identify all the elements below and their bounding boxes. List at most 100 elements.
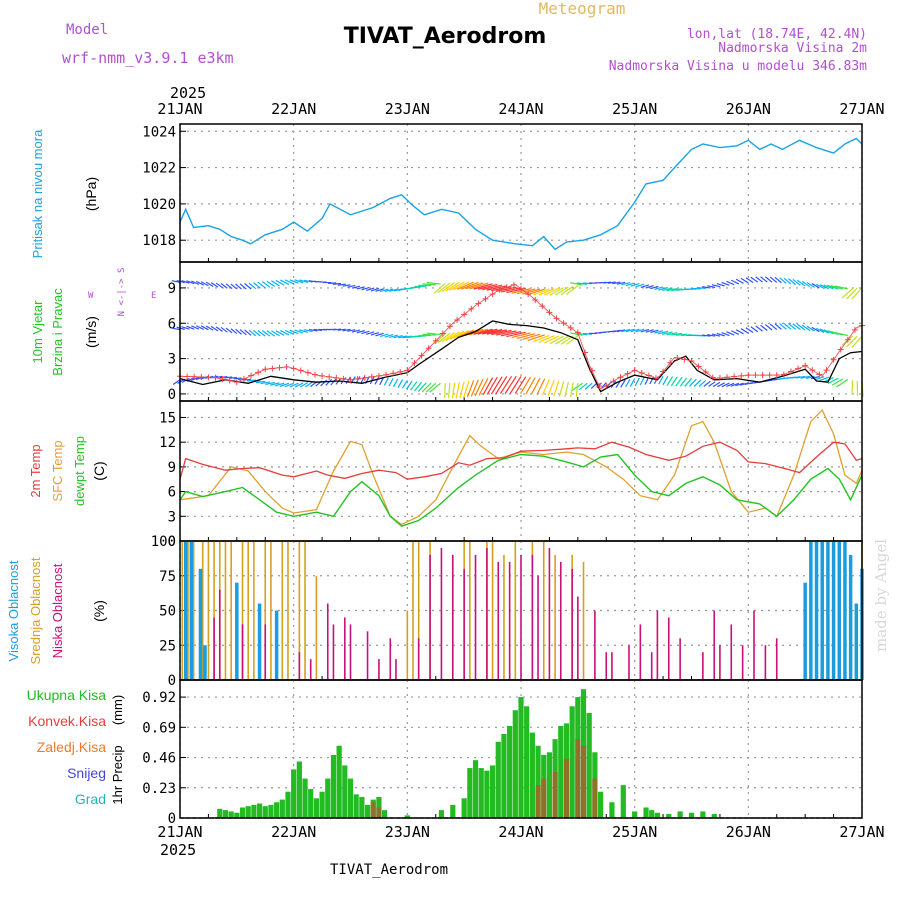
mid-cloud-bar [213, 541, 215, 680]
low-cloud-bar [213, 617, 215, 680]
wind-barb [779, 323, 787, 330]
wind-barb [731, 330, 740, 336]
wind-barb [801, 280, 811, 288]
panel-clouds: 0 25 50 75 100 Visoka Oblacnost Srednja Oblacn… [6, 534, 864, 689]
wind-barb [294, 382, 304, 388]
wind-barb [616, 281, 626, 285]
high-cloud-bar [848, 554, 853, 680]
y-tick-label: 3 [168, 509, 176, 525]
precip-total-bar [438, 810, 445, 818]
wind-barb [482, 377, 494, 396]
panel-frame [179, 679, 863, 819]
wind-barb [711, 333, 721, 337]
precip-total-bar [535, 745, 541, 818]
wind-barb [811, 283, 820, 289]
wind-barb [796, 279, 806, 287]
year-top: 2025 [170, 84, 206, 102]
precip-total-bar [700, 811, 706, 818]
wind-barb [795, 375, 806, 379]
mid-cloud-bar [253, 541, 255, 680]
wind-barb [379, 288, 389, 293]
wind-barb [578, 382, 588, 391]
wind-barb [520, 376, 531, 394]
wind-barb [429, 382, 441, 393]
precip-total-bar [268, 804, 274, 818]
mid-cloud-bar [187, 541, 189, 680]
wind-barb [451, 382, 456, 399]
precip-total-bar [586, 712, 592, 818]
low-cloud-bar [537, 575, 539, 680]
low-cloud-bar [440, 547, 443, 680]
wind-barb [823, 284, 834, 290]
wind-barb [662, 331, 673, 335]
bottom-date-label: 21JAN [157, 823, 202, 841]
top-date-axis: 21JAN 22JAN 23JAN 24JAN 25JAN 26JAN 27JAN [157, 100, 884, 118]
wind-barb [375, 332, 384, 337]
precip-total-bar [512, 710, 518, 818]
y-tick-label: 3 [168, 352, 176, 368]
precip-total-bar [353, 794, 359, 818]
wind-barb [670, 376, 678, 387]
wind-barb [679, 377, 688, 387]
wind-barb [558, 381, 565, 397]
wind-barb [688, 378, 697, 387]
wind-barb [257, 281, 266, 289]
wind-barb [620, 379, 626, 388]
precip-total-bar [325, 778, 331, 818]
wind-barb [455, 382, 461, 399]
wind-barb [186, 325, 195, 330]
wind-barb [570, 332, 583, 336]
precip-total-bar [558, 726, 564, 818]
wind-barb [393, 335, 403, 339]
wind-barb [470, 379, 479, 397]
wind-barb [205, 281, 214, 287]
precip-total-bar [404, 815, 410, 818]
wind-barb [621, 328, 631, 333]
wind-barb [735, 278, 744, 284]
precip-convective-bar [370, 802, 376, 818]
cloud-ylabel-1: Visoka Oblacnost [6, 560, 21, 661]
lonlat-label: lon,lat (18.74E, 42.4N) [687, 27, 867, 42]
low-cloud-bar [531, 554, 534, 680]
wind-barb [459, 381, 465, 399]
wind-barb [275, 330, 285, 336]
wind-barb [392, 378, 399, 388]
wind-barb [337, 328, 346, 331]
wind-barb [612, 281, 621, 285]
year-bottom: 2025 [160, 841, 196, 859]
wind-barb [379, 333, 389, 338]
wind-barb [654, 286, 664, 290]
precip-total-bar [609, 802, 615, 818]
wind-barb [819, 328, 830, 334]
wind-barb [271, 330, 280, 337]
watermark: made by Angel [872, 539, 890, 652]
wind-barb [650, 329, 659, 334]
precip-total-bar [291, 769, 297, 818]
low-cloud-bar [679, 638, 681, 680]
wind-barb [721, 382, 730, 388]
high-cloud-bar [257, 603, 262, 680]
temp-ylabel-1: 2m Temp [28, 444, 43, 497]
wind-barb [457, 329, 474, 338]
low-cloud-bar [520, 554, 522, 680]
wind-barb [800, 375, 811, 379]
wind-barb [549, 287, 564, 296]
wind-barb [347, 329, 356, 332]
low-cloud-bar [628, 645, 630, 680]
precip-total-bar [347, 778, 354, 818]
y-tick-label: 0 [168, 673, 176, 689]
wind-barb [601, 382, 607, 389]
mid-cloud-bar [417, 541, 420, 680]
bottom-date-label: 22JAN [271, 823, 316, 841]
wind-barb [555, 335, 569, 345]
wind-barb [248, 282, 257, 290]
wind-barb [740, 277, 749, 284]
mid-cloud-bar [192, 541, 195, 680]
wind-barb [851, 335, 863, 349]
wind-barb [253, 282, 261, 289]
wind-barb [230, 328, 238, 335]
wind-barb [739, 382, 749, 386]
wind-barb [629, 378, 636, 387]
wind-barb [366, 331, 375, 335]
wind-barb [819, 376, 830, 382]
